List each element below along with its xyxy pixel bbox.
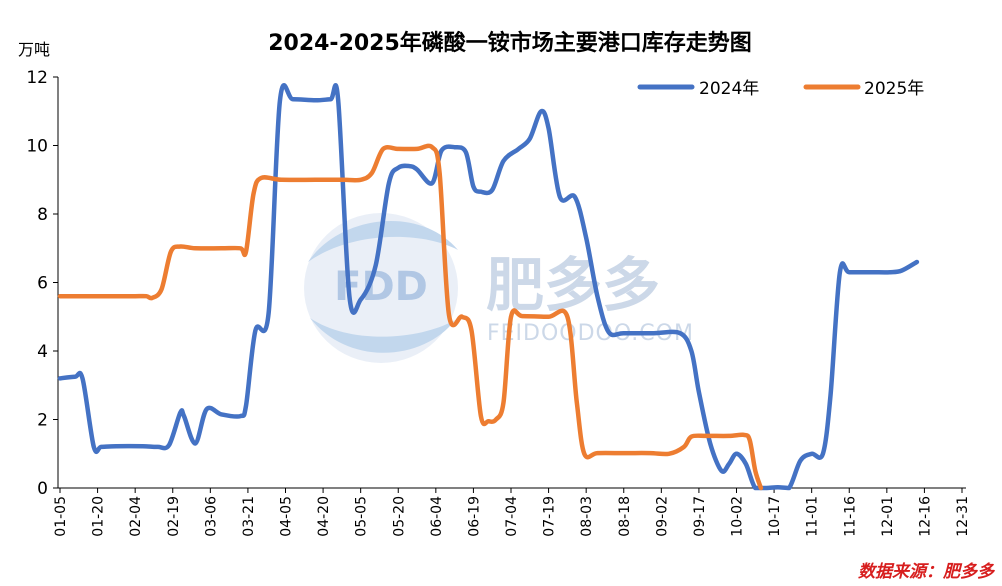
y-tick-label: 0: [37, 479, 48, 499]
y-tick-group: 0 2 4 6 8 10 12: [26, 68, 58, 499]
x-tick-label: 01-20: [91, 496, 107, 537]
x-tick-label: 12-31: [955, 496, 971, 537]
y-tick-label: 6: [37, 274, 48, 294]
y-tick-label: 10: [26, 137, 48, 157]
x-tick-label: 04-05: [279, 496, 295, 537]
watermark-logo-wave-bottom: [310, 318, 455, 353]
y-tick-label: 2: [37, 411, 48, 431]
x-tick-label: 06-19: [466, 496, 482, 537]
watermark: FDD 肥多多 FEIDOODOO.COM: [304, 213, 693, 363]
x-tick-label: 07-04: [504, 496, 520, 537]
x-tick-label: 04-20: [316, 496, 332, 537]
x-tick-label: 11-01: [805, 496, 821, 537]
y-tick-label: 12: [26, 68, 48, 88]
x-tick-label: 06-04: [429, 496, 445, 537]
x-tick-label: 01-05: [53, 496, 69, 537]
legend: 2024年 2025年: [637, 79, 924, 99]
legend-label-2024: 2024年: [699, 79, 759, 99]
legend-label-2025: 2025年: [864, 79, 924, 99]
watermark-brand: 肥多多: [486, 251, 660, 319]
x-tick-label: 05-20: [391, 496, 407, 537]
chart-title: 2024-2025年磷酸一铵市场主要港口库存走势图: [268, 30, 752, 56]
x-tick-label: 09-02: [654, 496, 670, 537]
series-line-2024年: [57, 83, 920, 491]
x-tick-label: 02-19: [166, 496, 182, 537]
x-tick-label: 12-01: [880, 496, 896, 537]
data-source: 数据来源：肥多多: [858, 562, 996, 582]
y-axis-unit: 万吨: [18, 40, 50, 59]
x-tick-label: 02-04: [128, 496, 144, 537]
x-tick-label: 03-06: [203, 496, 219, 537]
x-tick-label: 11-16: [842, 496, 858, 537]
y-tick-label: 4: [37, 342, 48, 362]
watermark-logo-circle: [304, 213, 458, 363]
x-tick-label: 05-05: [354, 496, 370, 537]
series-line-2025年: [57, 143, 764, 491]
x-tick-label: 07-19: [542, 496, 558, 537]
x-tick-label: 09-17: [692, 496, 708, 537]
x-tick-label: 10-17: [767, 496, 783, 537]
x-tick-group: 01-05 01-20 02-04 02-19 03-06 03-21 04-05 04-20…: [53, 488, 971, 537]
x-tick-label: 12-16: [917, 496, 933, 537]
y-tick-label: 8: [37, 205, 48, 225]
x-tick-label: 03-21: [241, 496, 257, 537]
series-group: [57, 83, 920, 491]
x-tick-label: 08-18: [617, 496, 633, 537]
x-tick-label: 10-02: [730, 496, 746, 537]
x-tick-label: 08-03: [579, 496, 595, 537]
